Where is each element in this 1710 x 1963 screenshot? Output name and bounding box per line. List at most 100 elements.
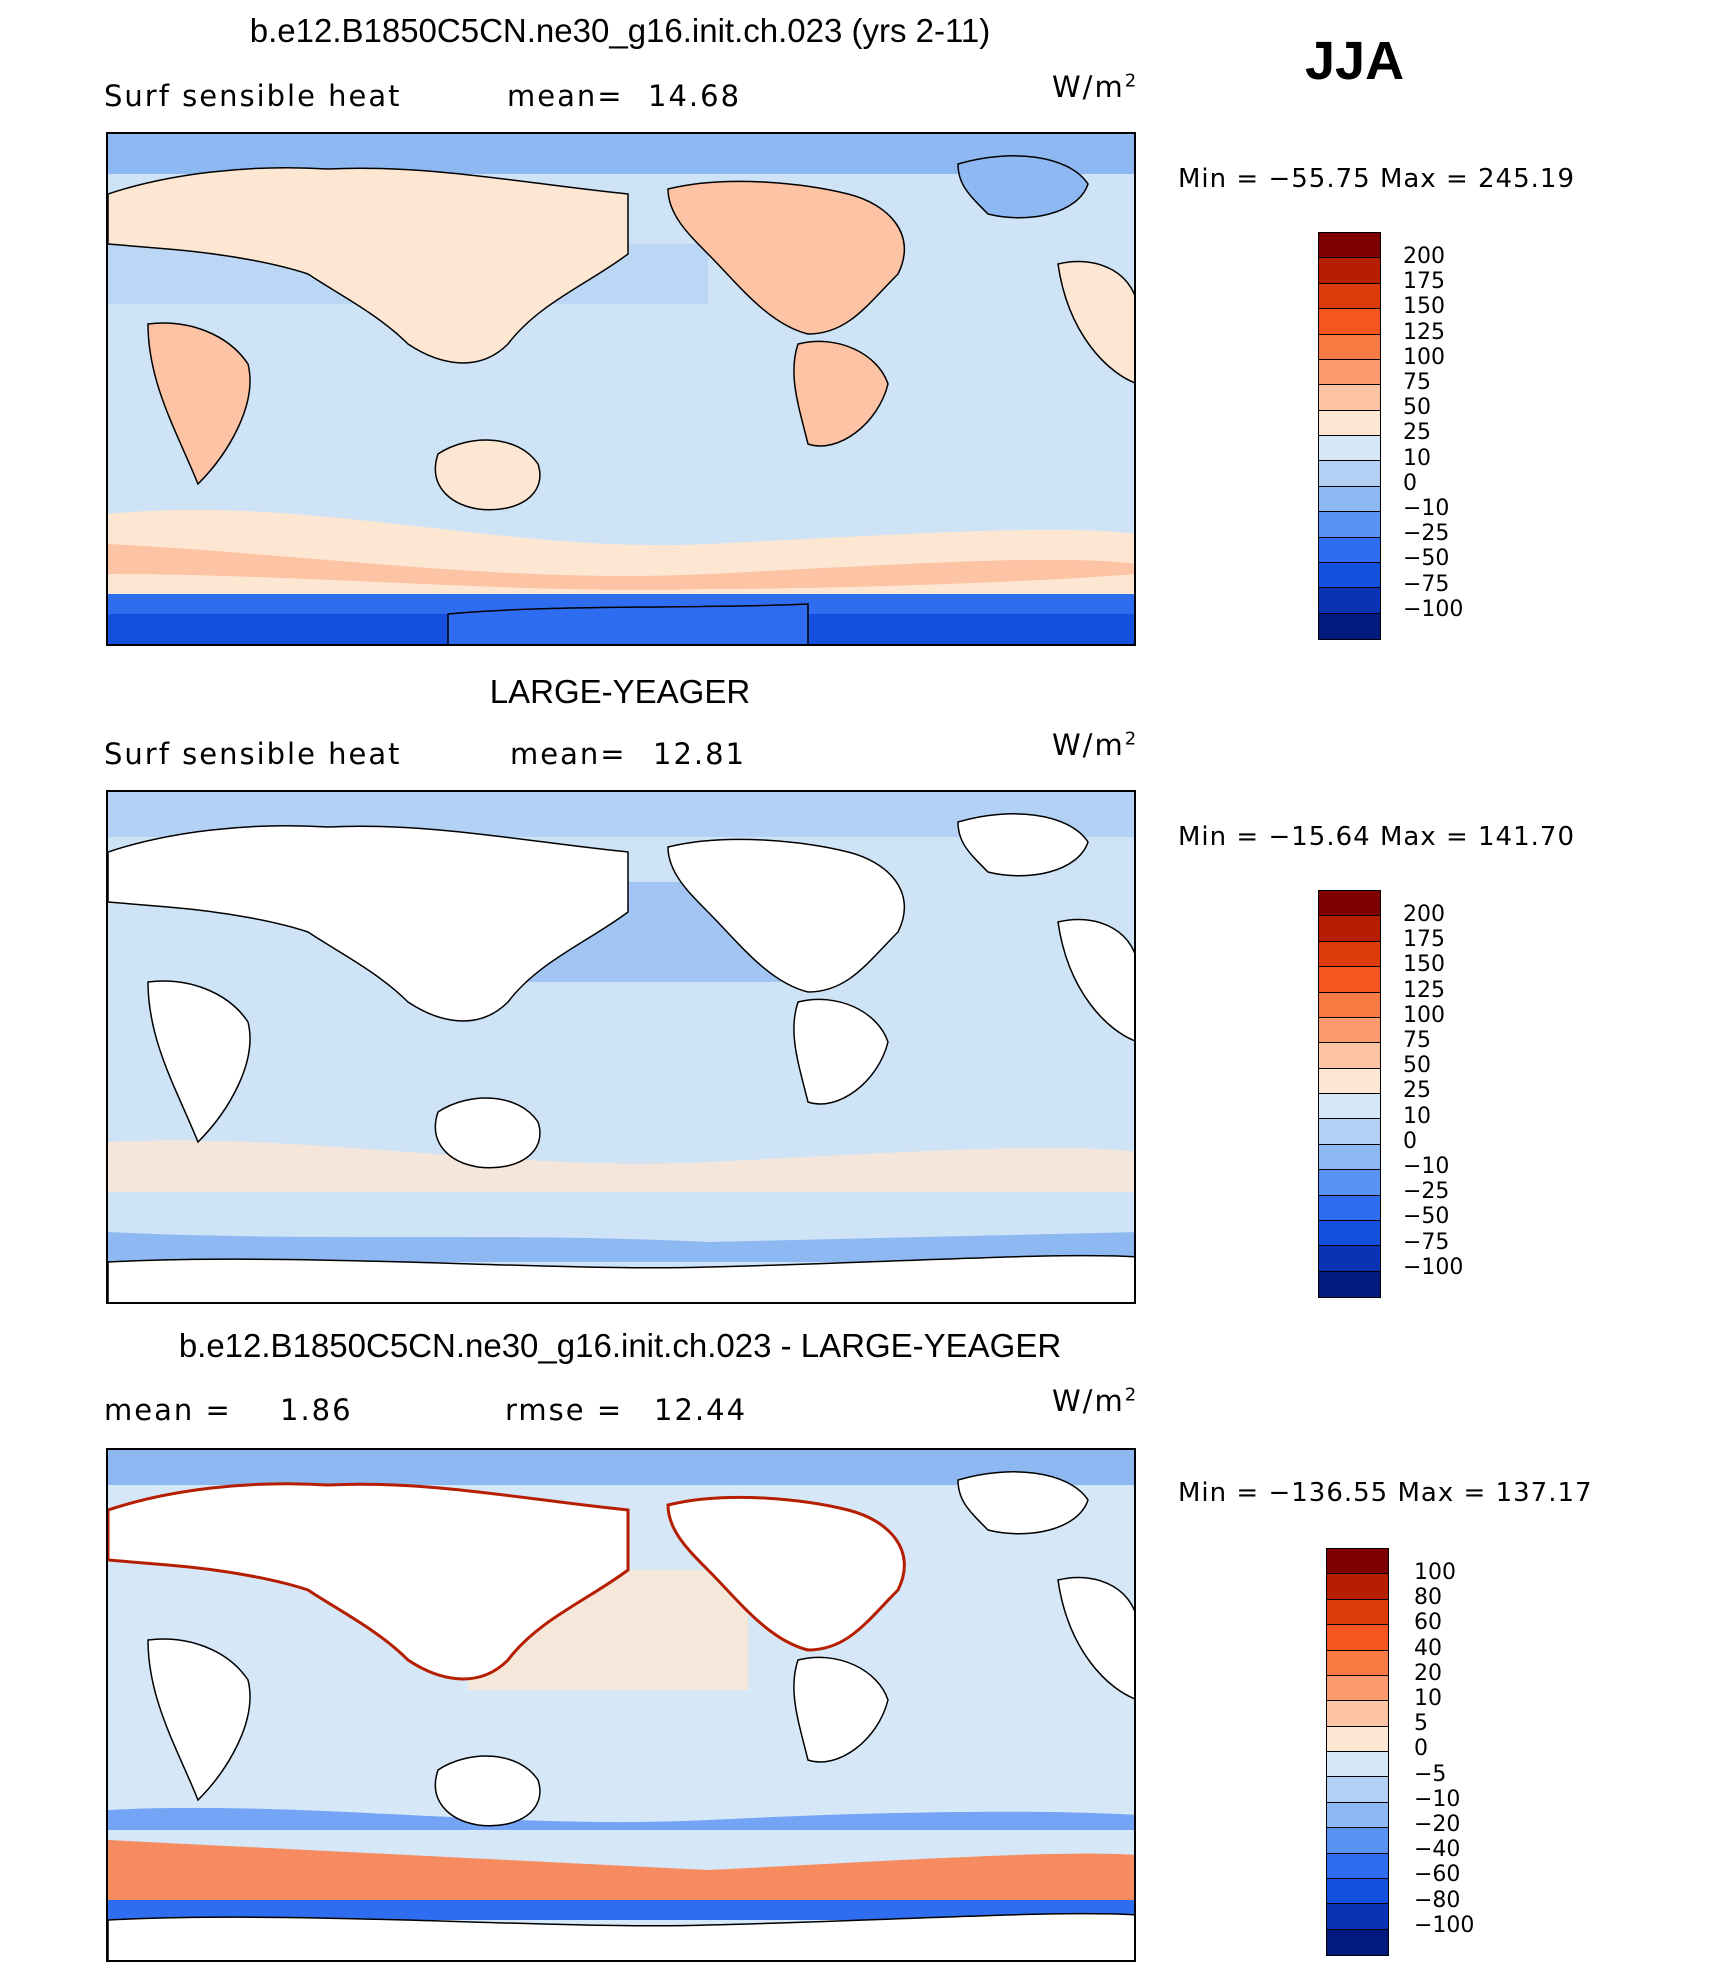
colorbar-tick-label: −20	[1414, 1812, 1461, 1838]
colorbar-swatch	[1327, 1726, 1388, 1752]
colorbar-swatch	[1319, 613, 1380, 639]
colorbar-tick-label: 10	[1403, 445, 1431, 471]
colorbar-swatch	[1327, 1878, 1388, 1905]
colorbar-swatch	[1319, 309, 1380, 335]
panel-1-mean-value: 14.68	[648, 79, 742, 113]
colorbar-swatch	[1327, 1701, 1388, 1727]
colorbar-tick-label: 0	[1403, 1128, 1417, 1154]
colorbar-swatch	[1319, 588, 1380, 614]
colorbar-tick-label: −100	[1403, 1254, 1464, 1280]
colorbar-tick-label: 10	[1403, 1103, 1431, 1129]
colorbar-tick-label: −60	[1414, 1862, 1461, 1888]
panel-3-mean-label: mean =	[104, 1393, 232, 1427]
colorbar-swatch	[1319, 1170, 1380, 1196]
colorbar-swatch	[1327, 1574, 1388, 1600]
colorbar-tick-label: 40	[1414, 1635, 1442, 1661]
colorbar-swatch	[1327, 1802, 1388, 1829]
panel-2-colorbar-labels: 200 175 150 125 100 75 50 25 10 0 −10 −25 −50 −75 −100	[1403, 902, 1463, 1280]
colorbar-swatch	[1319, 1068, 1380, 1094]
panel-3-rmse-label: rmse =	[505, 1393, 624, 1427]
panel-1-colorbar-labels: 200 175 150 125 100 75 50 25 10 0 −10 −25 −50 −75 −100	[1403, 244, 1463, 622]
colorbar-tick-label: 20	[1414, 1660, 1442, 1686]
colorbar-tick-label: −10	[1403, 1154, 1450, 1180]
panel-2-title: LARGE-YEAGER	[489, 673, 751, 710]
panel-3-title: b.e12.B1850C5CN.ne30_g16.init.ch.023 - L…	[178, 1327, 1062, 1364]
colorbar-tick-label: 75	[1403, 370, 1431, 396]
colorbar-tick-label: 100	[1403, 344, 1445, 370]
panel-1-title: b.e12.B1850C5CN.ne30_g16.init.ch.023 (yr…	[249, 12, 991, 49]
colorbar-swatch	[1319, 1220, 1380, 1247]
colorbar-swatch	[1319, 1119, 1380, 1145]
colorbar-tick-label: 0	[1403, 470, 1417, 496]
colorbar-swatch	[1327, 1777, 1388, 1803]
colorbar-swatch	[1319, 916, 1380, 942]
colorbar-swatch	[1319, 1043, 1380, 1069]
colorbar-swatch	[1319, 385, 1380, 411]
colorbar-swatch	[1327, 1675, 1388, 1702]
colorbar-swatch	[1319, 891, 1380, 917]
colorbar-swatch	[1327, 1828, 1388, 1854]
colorbar-tick-label: 80	[1414, 1585, 1442, 1611]
colorbar-tick-label: 0	[1414, 1736, 1428, 1762]
colorbar-tick-label: 25	[1403, 420, 1431, 446]
colorbar-tick-label: −10	[1403, 496, 1450, 522]
panel-3-colorbar-labels: 100 80 60 40 20 10 5 0 −5 −10 −20 −40 −60 −80 −100	[1414, 1560, 1474, 1938]
colorbar-tick-label: 150	[1403, 294, 1445, 320]
colorbar-swatch	[1319, 1094, 1380, 1120]
colorbar-tick-label: 50	[1403, 1053, 1431, 1079]
panel-2-mean-value: 12.81	[653, 737, 747, 771]
colorbar-tick-label: 5	[1414, 1711, 1428, 1737]
panel-1-mean-label: mean=	[507, 79, 624, 113]
colorbar-swatch	[1319, 1246, 1380, 1272]
colorbar-tick-label: 200	[1403, 902, 1445, 927]
colorbar-swatch	[1319, 1271, 1380, 1297]
panel-1-colorbar	[1318, 232, 1381, 640]
panel-2-map-svg	[108, 792, 1134, 1302]
colorbar-tick-label: −50	[1403, 1204, 1450, 1230]
colorbar-swatch	[1319, 258, 1380, 284]
colorbar-swatch	[1319, 1195, 1380, 1221]
colorbar-swatch	[1327, 1752, 1388, 1778]
colorbar-tick-label: 150	[1403, 952, 1445, 978]
panel-1-map	[106, 132, 1136, 646]
colorbar-swatch	[1319, 1144, 1380, 1171]
colorbar-swatch	[1319, 512, 1380, 538]
colorbar-tick-label: −75	[1403, 1229, 1450, 1255]
colorbar-tick-label: −40	[1414, 1837, 1461, 1863]
colorbar-tick-label: 100	[1414, 1560, 1456, 1585]
panel-1-map-svg	[108, 134, 1134, 644]
colorbar-swatch	[1327, 1625, 1388, 1651]
colorbar-swatch	[1319, 334, 1380, 360]
colorbar-swatch	[1319, 941, 1380, 968]
colorbar-tick-label: 100	[1403, 1002, 1445, 1028]
colorbar-swatch	[1327, 1650, 1388, 1676]
colorbar-tick-label: 60	[1414, 1610, 1442, 1636]
colorbar-swatch	[1319, 410, 1380, 436]
colorbar-swatch	[1319, 992, 1380, 1018]
panel-2-mean-label: mean=	[510, 737, 627, 771]
panel-1-variable-label: Surf sensible heat	[104, 79, 402, 113]
colorbar-tick-label: 75	[1403, 1028, 1431, 1054]
colorbar-swatch	[1327, 1853, 1388, 1879]
colorbar-tick-label: 125	[1403, 977, 1445, 1003]
colorbar-tick-label: −80	[1414, 1887, 1461, 1913]
colorbar-tick-label: 175	[1403, 927, 1445, 953]
colorbar-tick-label: 175	[1403, 269, 1445, 295]
colorbar-tick-label: −75	[1403, 571, 1450, 597]
colorbar-swatch	[1319, 486, 1380, 513]
colorbar-tick-label: −5	[1414, 1761, 1447, 1787]
colorbar-swatch	[1319, 233, 1380, 259]
colorbar-tick-label: −100	[1403, 596, 1464, 622]
season-label: JJA	[1305, 31, 1405, 91]
colorbar-tick-label: 200	[1403, 244, 1445, 269]
colorbar-tick-label: −10	[1414, 1786, 1461, 1812]
colorbar-tick-label: 10	[1414, 1686, 1442, 1712]
panel-2-minmax: Min = −15.64 Max = 141.70	[1178, 822, 1575, 852]
panel-3-colorbar	[1326, 1548, 1389, 1956]
panel-1-units: W/m2	[1052, 70, 1139, 104]
panel-2-variable-label: Surf sensible heat	[104, 737, 402, 771]
colorbar-swatch	[1319, 1017, 1380, 1044]
colorbar-tick-label: −25	[1403, 521, 1450, 547]
colorbar-swatch	[1327, 1904, 1388, 1930]
colorbar-swatch	[1319, 562, 1380, 589]
